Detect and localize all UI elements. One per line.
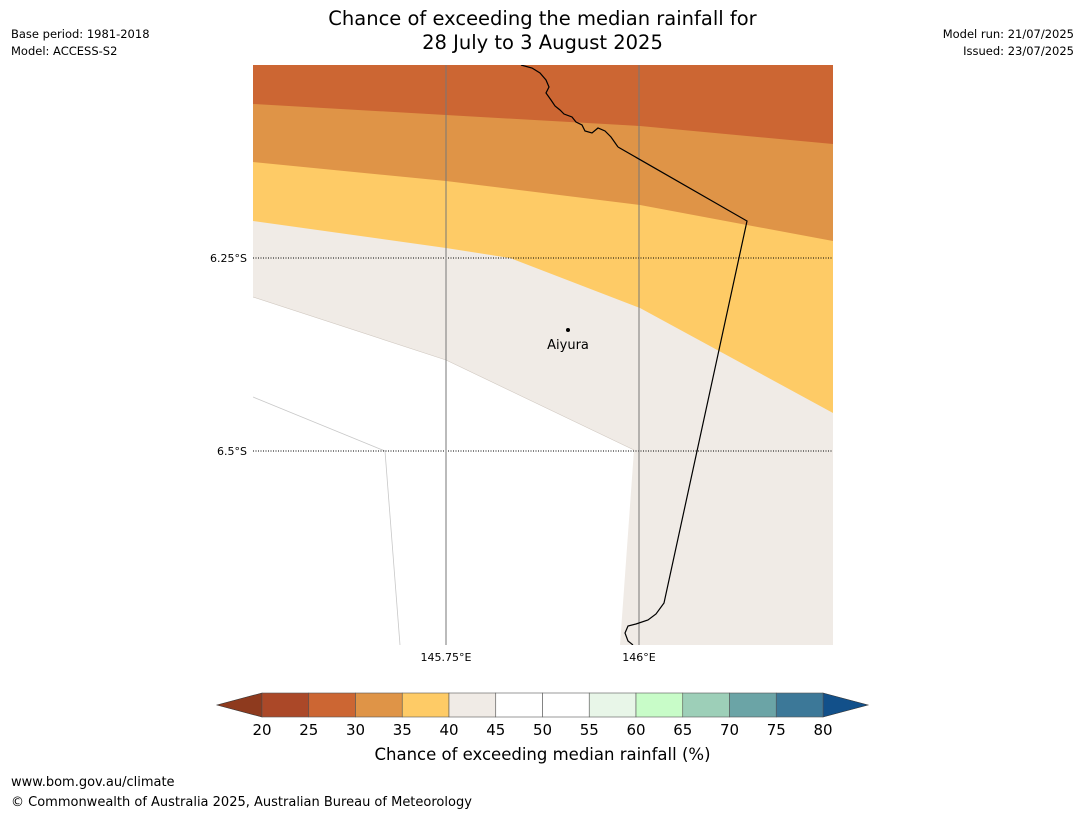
meta-left: Base period: 1981-2018 Model: ACCESS-S2 xyxy=(11,26,150,60)
footer-url[interactable]: www.bom.gov.au/climate xyxy=(11,775,175,790)
colorbar-segment xyxy=(261,692,310,718)
colorbar-tick-label: 60 xyxy=(626,721,645,739)
border-line xyxy=(617,146,748,645)
title-line-2: 28 July to 3 August 2025 xyxy=(422,31,663,54)
map-area[interactable]: Aiyura xyxy=(253,65,833,645)
colorbar-tick-label: 45 xyxy=(486,721,505,739)
lon-label-145-75: 145.75°E xyxy=(421,651,472,664)
colorbar-segment xyxy=(308,692,356,718)
colorbar-segment xyxy=(588,692,637,718)
colorbar-tick-label: 65 xyxy=(673,721,692,739)
lat-label-6-25: 6.25°S xyxy=(210,252,247,265)
colorbar-tick-label: 35 xyxy=(393,721,412,739)
meta-right: Model run: 21/07/2025 Issued: 23/07/2025 xyxy=(943,26,1074,60)
aiyura-marker[interactable] xyxy=(566,328,570,332)
colorbar-under-triangle xyxy=(215,692,263,718)
coastline xyxy=(520,65,619,148)
title-line-1: Chance of exceeding the median rainfall … xyxy=(328,7,757,30)
colorbar-segment xyxy=(448,692,497,718)
lon-label-146: 146°E xyxy=(622,651,655,664)
colorbar-tick-label: 50 xyxy=(533,721,552,739)
colorbar-segment xyxy=(635,692,684,718)
colorbar-segment xyxy=(495,692,543,718)
colorbar-tick-label: 75 xyxy=(767,721,786,739)
issued-text: Issued: 23/07/2025 xyxy=(963,44,1074,58)
colorbar: 20 25 30 35 40 45 50 55 60 65 70 75 80 xyxy=(215,692,870,739)
map-panel[interactable]: Aiyura 6.25°S 6.5°S 145.75°E 146°E xyxy=(0,0,1085,700)
colorbar-tick-label: 25 xyxy=(299,721,318,739)
colorbar-label: Chance of exceeding median rainfall (%) xyxy=(374,745,711,764)
colorbar-tick-label: 40 xyxy=(439,721,458,739)
colorbar-segment xyxy=(401,692,450,718)
contour-line xyxy=(253,396,401,645)
colorbar-tick-label: 70 xyxy=(720,721,739,739)
colorbar-segment xyxy=(682,692,730,718)
colorbar-over-triangle xyxy=(822,692,870,718)
colorbar-tick-label: 80 xyxy=(813,721,832,739)
footer-copyright: © Commonwealth of Australia 2025, Austra… xyxy=(11,795,472,810)
aiyura-label: Aiyura xyxy=(547,338,589,353)
base-period-text: Base period: 1981-2018 xyxy=(11,27,150,41)
colorbar-segment xyxy=(355,692,403,718)
lat-label-6-5: 6.5°S xyxy=(217,445,247,458)
model-run-text: Model run: 21/07/2025 xyxy=(942,27,1074,41)
map-title: Chance of exceeding the median rainfall … xyxy=(0,7,1085,55)
colorbar-tick-label: 55 xyxy=(580,721,599,739)
colorbar-tick-label: 30 xyxy=(346,721,365,739)
colorbar-segment xyxy=(542,692,590,718)
colorbar-segment xyxy=(775,692,824,718)
colorbar-tick-label: 20 xyxy=(252,721,271,739)
colorbar-segment xyxy=(729,692,777,718)
band-30-35 xyxy=(253,65,833,144)
model-text: Model: ACCESS-S2 xyxy=(11,44,118,58)
